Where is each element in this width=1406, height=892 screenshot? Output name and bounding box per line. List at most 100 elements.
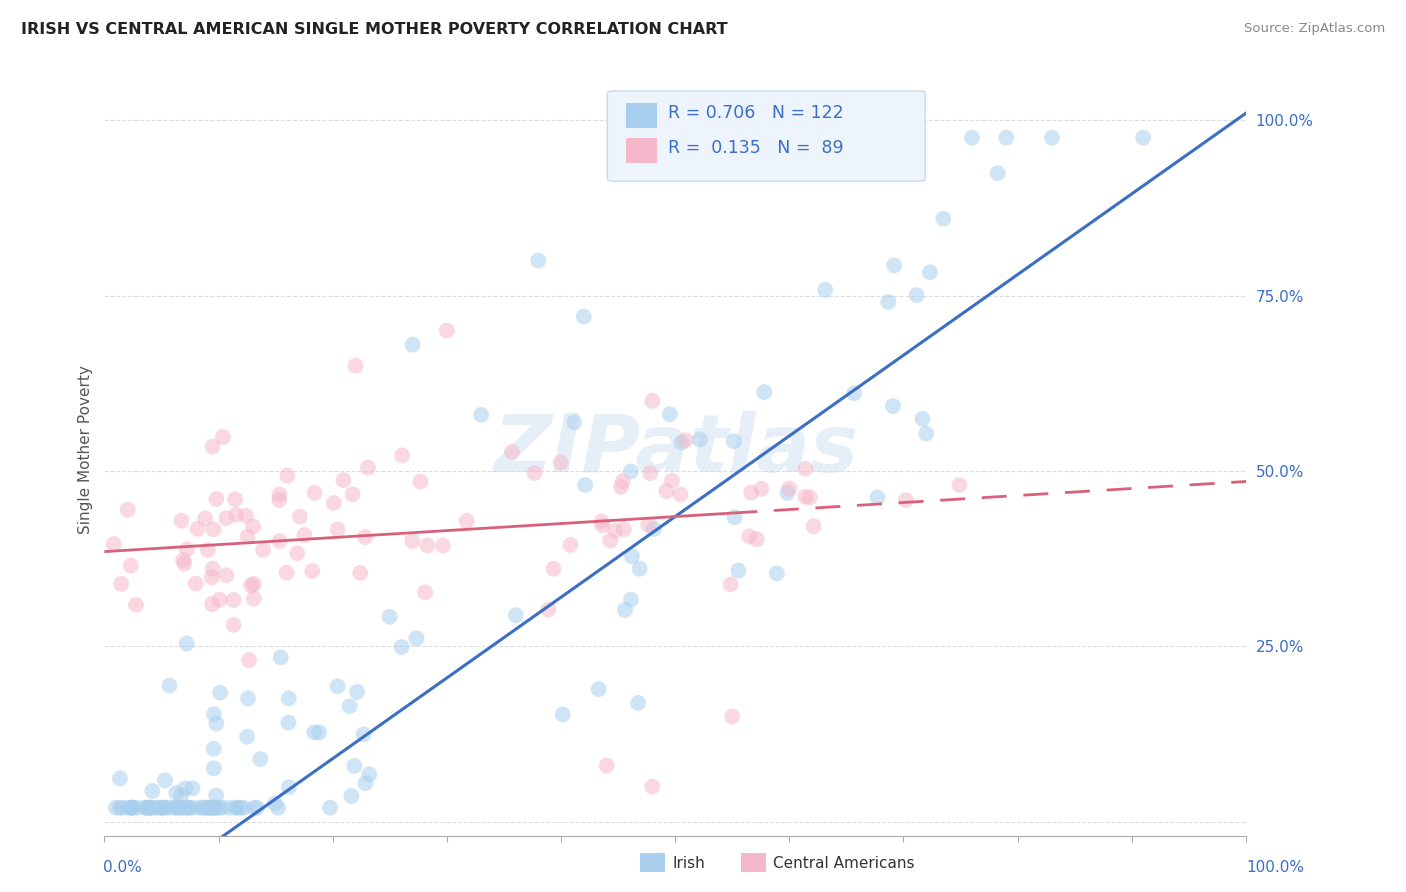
Point bbox=[176, 636, 198, 650]
Point bbox=[866, 491, 889, 505]
Point bbox=[204, 800, 226, 814]
Point bbox=[354, 530, 377, 544]
Point bbox=[301, 564, 323, 578]
Point bbox=[882, 399, 904, 413]
Point bbox=[613, 522, 636, 536]
Point bbox=[269, 487, 291, 501]
Point bbox=[145, 800, 167, 814]
Point bbox=[110, 577, 132, 591]
Point bbox=[1132, 130, 1154, 145]
Point bbox=[669, 487, 692, 501]
Point bbox=[243, 577, 266, 591]
Point bbox=[165, 786, 187, 800]
Point bbox=[202, 522, 225, 536]
Text: Irish: Irish bbox=[672, 856, 704, 871]
Point bbox=[776, 486, 799, 500]
Text: R =  0.135   N =  89: R = 0.135 N = 89 bbox=[668, 139, 844, 157]
Point bbox=[343, 759, 366, 773]
Point bbox=[181, 781, 204, 796]
Point bbox=[675, 434, 697, 448]
Point bbox=[995, 130, 1018, 145]
Point bbox=[401, 533, 423, 548]
Point bbox=[138, 800, 160, 814]
Point bbox=[111, 800, 134, 814]
Point bbox=[277, 780, 299, 794]
Point bbox=[225, 508, 247, 522]
Point bbox=[202, 741, 225, 756]
Point bbox=[152, 800, 174, 814]
Point bbox=[246, 800, 269, 814]
Point bbox=[179, 800, 201, 814]
Point bbox=[905, 288, 928, 302]
Point bbox=[627, 696, 650, 710]
Point bbox=[117, 502, 139, 516]
Point bbox=[638, 466, 661, 480]
Point bbox=[218, 800, 240, 814]
Point bbox=[658, 407, 681, 421]
Point bbox=[751, 482, 773, 496]
Point bbox=[252, 542, 274, 557]
Text: Source: ZipAtlas.com: Source: ZipAtlas.com bbox=[1244, 22, 1385, 36]
Point bbox=[121, 800, 143, 814]
Point bbox=[605, 524, 627, 538]
Point bbox=[146, 800, 169, 814]
Point bbox=[588, 681, 610, 696]
Point bbox=[620, 592, 643, 607]
Point bbox=[176, 542, 198, 557]
Point bbox=[121, 800, 143, 814]
Point bbox=[527, 253, 550, 268]
Point bbox=[340, 789, 363, 804]
Point bbox=[108, 772, 131, 786]
Point bbox=[176, 800, 198, 814]
Point bbox=[270, 650, 292, 665]
Point bbox=[198, 800, 221, 814]
Point bbox=[201, 800, 224, 814]
Point bbox=[405, 632, 427, 646]
Point bbox=[201, 570, 224, 584]
Point bbox=[655, 484, 678, 499]
Point bbox=[416, 539, 439, 553]
Point bbox=[778, 482, 800, 496]
Point bbox=[322, 496, 344, 510]
Point bbox=[238, 653, 260, 667]
Text: 0.0%: 0.0% bbox=[103, 861, 142, 875]
Point bbox=[134, 800, 156, 814]
Point bbox=[523, 466, 546, 480]
Point bbox=[211, 800, 233, 814]
Point bbox=[139, 800, 162, 814]
Point bbox=[799, 491, 821, 505]
Point bbox=[643, 522, 665, 536]
Point bbox=[883, 259, 905, 273]
Point bbox=[359, 767, 381, 781]
Point bbox=[904, 130, 927, 145]
Point bbox=[242, 519, 264, 533]
Point bbox=[562, 416, 585, 430]
Point bbox=[599, 533, 621, 548]
Point bbox=[344, 359, 367, 373]
Point bbox=[209, 686, 232, 700]
Point bbox=[190, 800, 212, 814]
Point bbox=[172, 553, 194, 567]
Point bbox=[432, 539, 454, 553]
Point bbox=[215, 568, 238, 582]
Text: 100.0%: 100.0% bbox=[1247, 861, 1305, 875]
Point bbox=[205, 789, 228, 803]
Point bbox=[754, 385, 776, 400]
Point bbox=[354, 776, 377, 790]
Point bbox=[346, 685, 368, 699]
Point bbox=[858, 130, 880, 145]
Point bbox=[236, 730, 259, 744]
Point bbox=[201, 440, 224, 454]
Point bbox=[240, 578, 263, 592]
Point bbox=[960, 130, 983, 145]
Point bbox=[378, 609, 401, 624]
Point bbox=[170, 514, 193, 528]
Point bbox=[170, 789, 193, 803]
Point bbox=[501, 445, 523, 459]
Point bbox=[745, 532, 768, 546]
Point bbox=[349, 566, 371, 580]
Point bbox=[174, 781, 197, 796]
Point bbox=[208, 592, 231, 607]
Point bbox=[456, 514, 478, 528]
Point bbox=[269, 533, 291, 548]
